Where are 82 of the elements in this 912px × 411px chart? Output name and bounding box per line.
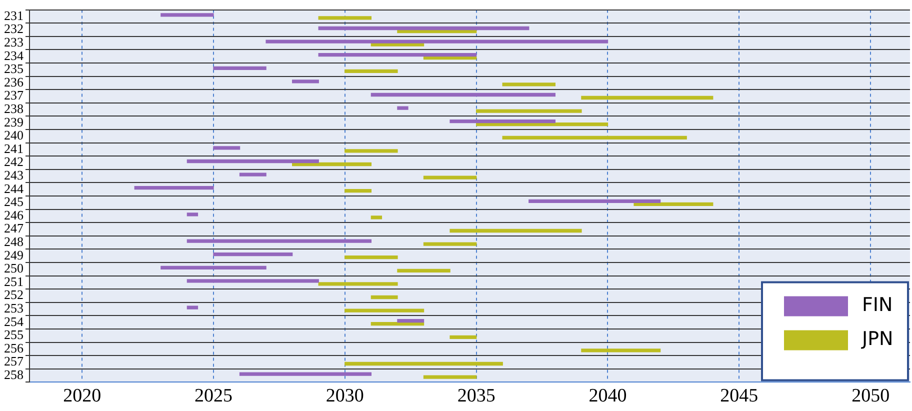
bar [581,348,661,352]
bar [450,120,556,124]
y-tick-label: 235 [4,61,24,76]
y-tick-label: 255 [4,327,24,342]
bar [581,96,714,100]
bar [634,202,714,206]
x-tick-label: 2045 [720,386,758,407]
bar [160,13,214,17]
bar [134,186,214,190]
bar [213,146,240,150]
legend-label: FIN [862,294,893,316]
bar [344,149,398,153]
bar [344,189,372,193]
x-tick-label: 2020 [63,386,102,407]
bar [450,228,582,233]
y-tick-label: 236 [4,74,24,90]
y-tick-label: 249 [4,247,24,262]
y-tick-label: 240 [4,128,24,143]
x-tick-label: 2040 [588,386,627,407]
bar [502,136,687,140]
bar [370,92,556,97]
bar [186,279,319,283]
y-tick-label: 241 [4,140,24,156]
y-tick-label: 239 [4,114,24,130]
bar [318,53,477,57]
bar [423,176,477,180]
y-tick-label: 258 [4,366,24,382]
y-tick-label: 257 [4,354,24,369]
y-tick-label: 254 [4,314,24,329]
bar [423,375,477,379]
bar [318,16,372,20]
legend-label: JPN [861,328,894,350]
y-tick-label: 231 [4,8,24,23]
bar [239,372,372,376]
bar [318,26,530,30]
bar [344,308,424,312]
y-tick-label: 232 [4,21,24,36]
y-tick-label: 238 [4,100,24,116]
bar [450,335,477,339]
bar [476,109,582,113]
y-tick-label: 246 [4,207,24,222]
bar [292,162,372,166]
y-tick-label: 233 [4,34,24,50]
bar [344,69,398,73]
y-tick-label: 234 [4,48,24,63]
bar [160,266,266,270]
y-tick-label: 237 [4,88,24,103]
y-tick-label: 242 [4,154,24,170]
y-tick-label: 251 [4,274,24,289]
bar [397,319,424,323]
x-tick-label: 2050 [852,386,890,407]
y-tick-label: 243 [4,167,24,182]
y-tick-label: 244 [4,180,24,196]
x-tick-label: 2035 [457,386,496,407]
y-tick-label: 253 [4,300,24,316]
bar [318,282,398,286]
bar [502,82,556,86]
bar [186,159,319,164]
bar [397,268,450,272]
bar [423,242,477,246]
y-tick-label: 250 [4,260,24,276]
bar [397,106,408,110]
y-tick-label: 256 [4,340,24,356]
bar [213,252,293,256]
x-tick-label: 2030 [326,386,364,407]
y-tick-label: 245 [4,194,24,210]
bar [292,80,319,84]
bar [186,239,372,243]
bar [239,172,266,176]
bar [266,40,608,44]
bar [344,362,503,366]
bar [344,256,398,260]
y-tick-label: 247 [4,220,24,236]
bar [370,216,382,220]
y-tick-label: 248 [4,234,24,249]
bar [528,199,661,203]
bar [186,212,198,216]
bar [186,306,198,310]
bar [213,66,266,70]
y-tick-label: 252 [4,287,24,302]
x-tick-label: 2025 [194,386,232,407]
bar [370,295,398,300]
